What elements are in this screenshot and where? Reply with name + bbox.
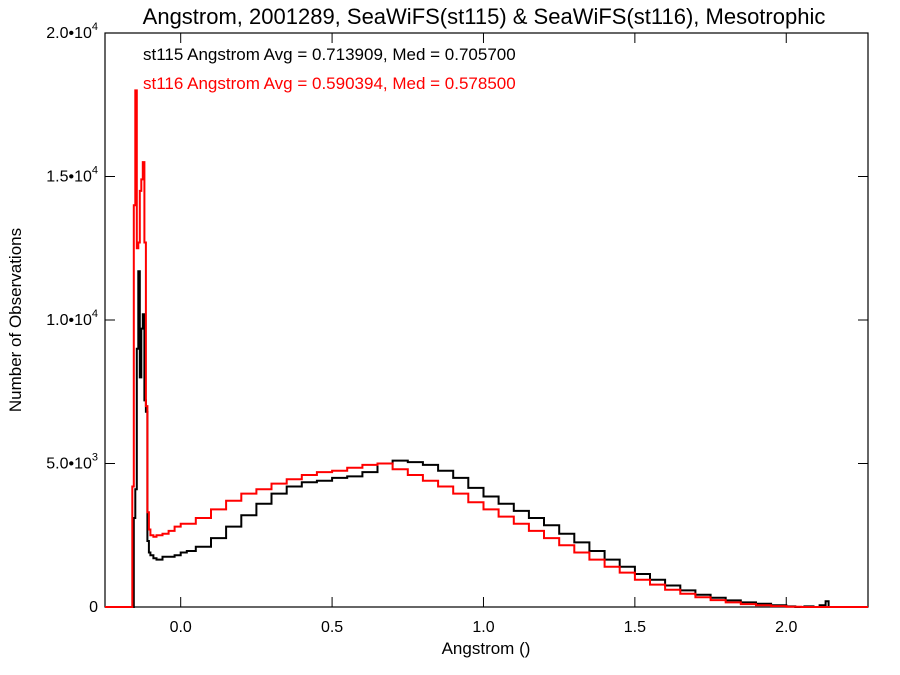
x-tick-label: 2.0 [775,619,797,636]
y-axis-ticks: 0 5.0•103 1.0•104 1.5•104 2.0•104 [46,21,868,616]
y-tick-label: 1.0•104 [46,308,98,329]
x-axis-ticks: 0.0 0.5 1.0 1.5 2.0 [170,33,797,636]
y-tick-label: 5.0•103 [46,452,98,473]
x-tick-label: 1.0 [472,619,494,636]
series-line-1 [105,270,868,608]
x-tick-label: 0.0 [170,619,192,636]
plot-frame [104,32,869,608]
annotation-2: st116 Angstrom Avg = 0.590394, Med = 0.5… [143,74,516,93]
chart-title: Angstrom, 2001289, SeaWiFS(st115) & SeaW… [143,4,826,29]
x-tick-label: 1.5 [624,619,646,636]
y-tick-label: 0 [89,599,98,616]
annotation-1: st115 Angstrom Avg = 0.713909, Med = 0.7… [143,45,516,64]
annotations: st115 Angstrom Avg = 0.713909, Med = 0.7… [143,45,516,93]
y-tick-label: 1.5•104 [46,165,98,186]
y-axis-label: Number of Observations [6,228,25,412]
x-axis-label: Angstrom () [442,639,531,658]
series-layer [105,89,868,608]
y-tick-label: 2.0•104 [46,21,98,42]
x-tick-label: 0.5 [321,619,343,636]
series-line-2 [105,89,868,608]
